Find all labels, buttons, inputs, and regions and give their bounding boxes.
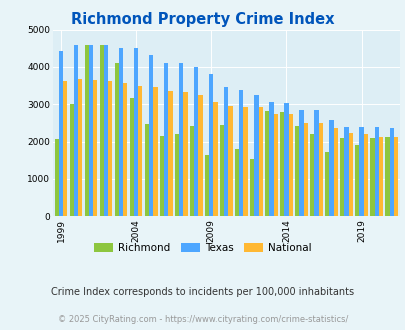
- Bar: [384, 137, 388, 216]
- Bar: [373, 127, 378, 216]
- Bar: [279, 112, 284, 216]
- Bar: [234, 149, 239, 216]
- Bar: [269, 102, 273, 216]
- Bar: [63, 81, 67, 216]
- Bar: [313, 110, 318, 216]
- Bar: [220, 125, 224, 216]
- Bar: [339, 138, 343, 216]
- Bar: [224, 87, 228, 216]
- Bar: [89, 45, 93, 216]
- Bar: [104, 45, 108, 216]
- Bar: [198, 95, 202, 216]
- Bar: [100, 45, 104, 216]
- Text: Richmond Property Crime Index: Richmond Property Crime Index: [71, 12, 334, 26]
- Text: Crime Index corresponds to incidents per 100,000 inhabitants: Crime Index corresponds to incidents per…: [51, 287, 354, 297]
- Bar: [298, 110, 303, 216]
- Bar: [55, 139, 59, 216]
- Bar: [175, 134, 179, 216]
- Bar: [324, 152, 328, 216]
- Bar: [59, 51, 63, 216]
- Bar: [348, 133, 352, 216]
- Bar: [333, 128, 337, 216]
- Bar: [358, 127, 363, 216]
- Bar: [130, 98, 134, 216]
- Bar: [213, 102, 217, 216]
- Bar: [160, 136, 164, 216]
- Bar: [138, 86, 142, 216]
- Bar: [93, 80, 97, 216]
- Bar: [149, 55, 153, 216]
- Bar: [78, 79, 82, 216]
- Bar: [205, 155, 209, 216]
- Bar: [74, 45, 78, 216]
- Bar: [318, 123, 322, 216]
- Bar: [134, 48, 138, 216]
- Bar: [309, 135, 313, 216]
- Bar: [343, 127, 348, 216]
- Bar: [145, 124, 149, 216]
- Bar: [354, 145, 358, 216]
- Bar: [273, 114, 277, 216]
- Bar: [179, 62, 183, 216]
- Bar: [209, 75, 213, 216]
- Bar: [228, 106, 232, 216]
- Bar: [70, 104, 74, 216]
- Bar: [249, 159, 254, 216]
- Bar: [243, 107, 247, 216]
- Bar: [378, 137, 382, 216]
- Bar: [153, 87, 157, 216]
- Bar: [264, 111, 269, 216]
- Bar: [288, 114, 292, 216]
- Bar: [388, 128, 393, 216]
- Bar: [258, 107, 262, 216]
- Bar: [239, 90, 243, 216]
- Bar: [85, 45, 89, 216]
- Bar: [254, 95, 258, 216]
- Legend: Richmond, Texas, National: Richmond, Texas, National: [90, 239, 315, 257]
- Bar: [284, 103, 288, 216]
- Bar: [369, 138, 373, 216]
- Bar: [119, 49, 123, 216]
- Bar: [164, 63, 168, 216]
- Bar: [328, 120, 333, 216]
- Bar: [294, 126, 298, 216]
- Bar: [393, 137, 397, 216]
- Bar: [363, 134, 367, 216]
- Bar: [183, 92, 187, 216]
- Text: © 2025 CityRating.com - https://www.cityrating.com/crime-statistics/: © 2025 CityRating.com - https://www.city…: [58, 315, 347, 324]
- Bar: [194, 67, 198, 216]
- Bar: [115, 62, 119, 216]
- Bar: [168, 91, 172, 216]
- Bar: [108, 81, 112, 216]
- Bar: [123, 82, 127, 216]
- Bar: [303, 122, 307, 216]
- Bar: [190, 126, 194, 216]
